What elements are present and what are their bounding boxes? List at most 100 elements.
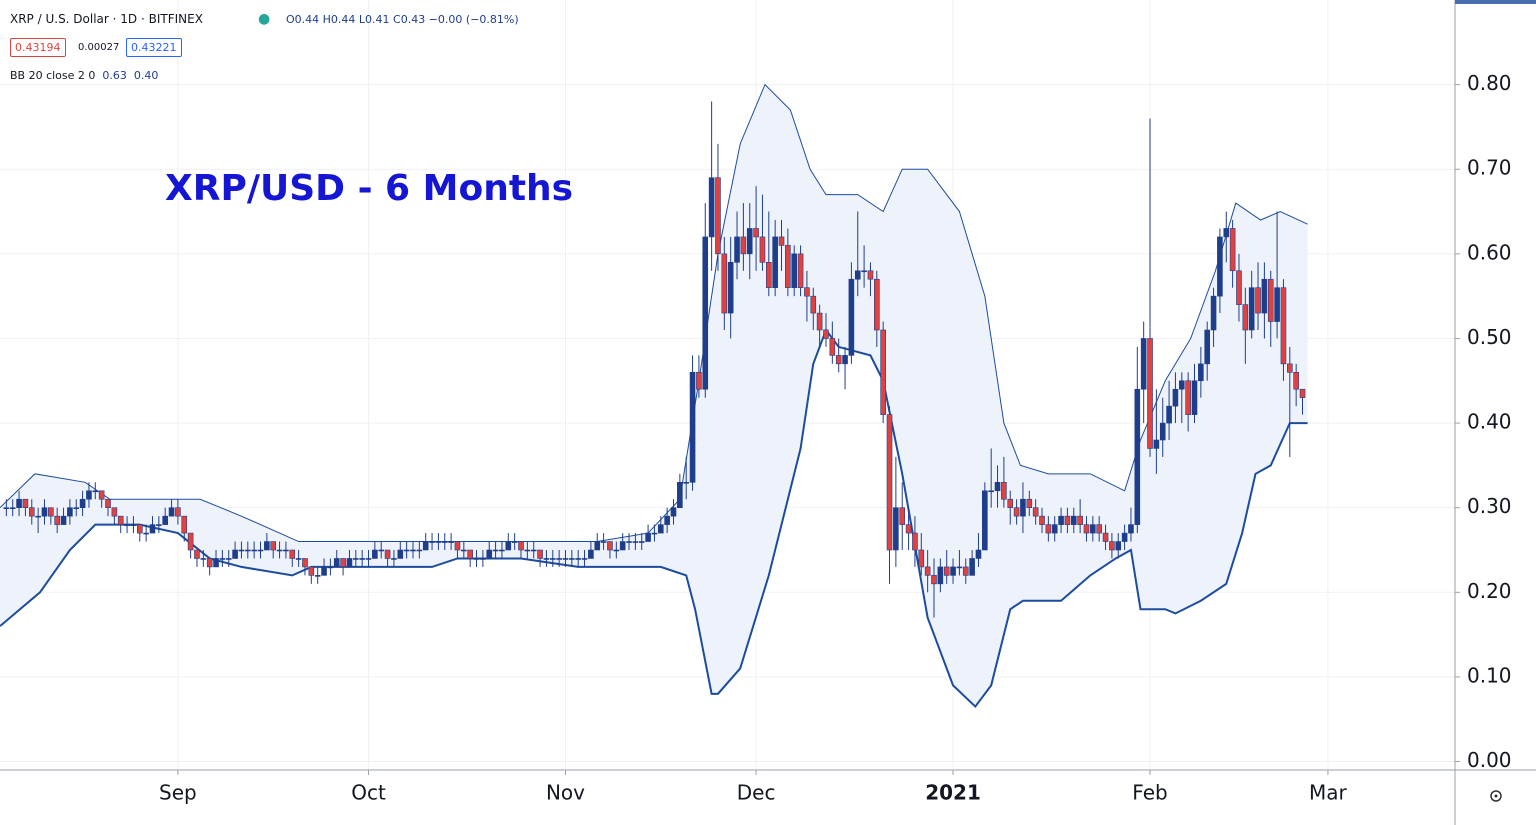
candle xyxy=(905,507,912,550)
candle xyxy=(721,236,728,330)
candle-body xyxy=(556,558,562,560)
candle xyxy=(410,541,416,559)
candle-body xyxy=(1229,228,1236,272)
candle xyxy=(734,211,740,280)
candle xyxy=(1229,220,1236,288)
candle-body xyxy=(346,558,353,568)
candle-body xyxy=(1147,338,1153,449)
candle-body xyxy=(162,515,168,525)
chart-title: XRP/USD - 6 Months xyxy=(165,168,573,209)
candle xyxy=(340,558,346,576)
candle-body xyxy=(1255,287,1261,314)
x-tick-label: Feb xyxy=(1132,781,1167,805)
candle-body xyxy=(988,490,994,493)
candle xyxy=(422,533,429,551)
candle-body xyxy=(353,558,359,560)
candle-body xyxy=(581,558,588,560)
candle xyxy=(708,101,715,271)
candle-body xyxy=(867,270,874,280)
candle xyxy=(435,533,442,550)
candle-body xyxy=(473,558,480,560)
settings-icon[interactable] xyxy=(1490,790,1502,802)
candle xyxy=(1115,533,1122,559)
candle xyxy=(92,482,99,500)
candle-body xyxy=(918,549,925,568)
indicator-upper: 0.63 xyxy=(102,69,127,82)
candle-body xyxy=(505,541,512,551)
candle-body xyxy=(1287,363,1293,373)
candle-body xyxy=(422,541,429,551)
candle-body xyxy=(753,228,759,238)
candle-body xyxy=(461,549,467,552)
candle-body xyxy=(759,236,766,263)
candle xyxy=(1248,270,1255,339)
candle xyxy=(1159,397,1166,457)
candle-body xyxy=(9,507,16,509)
candle-body xyxy=(772,236,778,288)
candle-body xyxy=(1204,329,1211,365)
candle-body xyxy=(213,558,219,568)
candle xyxy=(200,550,207,567)
candle xyxy=(67,499,73,525)
candle xyxy=(854,211,861,297)
candle-body xyxy=(340,558,346,568)
candle-body xyxy=(60,515,67,525)
candle xyxy=(9,499,16,517)
candle-body xyxy=(372,549,378,559)
candle xyxy=(569,550,575,567)
candle-body xyxy=(956,566,963,569)
candle xyxy=(772,220,778,297)
candle-body xyxy=(124,524,130,526)
candle-body xyxy=(41,507,48,517)
candle-body xyxy=(1274,287,1280,322)
candle xyxy=(257,541,264,559)
candle-body xyxy=(854,270,861,280)
candle xyxy=(295,550,302,567)
bid-box[interactable]: 0.43194 xyxy=(10,38,66,57)
candle-body xyxy=(295,558,302,560)
candle xyxy=(804,270,810,322)
candle-body xyxy=(391,558,397,560)
candle-body xyxy=(314,575,321,577)
candle xyxy=(842,346,848,390)
candle xyxy=(346,550,353,568)
candle-body xyxy=(467,549,473,559)
candle xyxy=(213,550,219,568)
candle xyxy=(1140,321,1147,424)
candle-body xyxy=(244,549,251,552)
candle xyxy=(613,541,620,559)
candle xyxy=(937,558,944,593)
candle xyxy=(264,533,270,551)
candle-body xyxy=(912,532,918,551)
ask-box[interactable]: 0.43221 xyxy=(126,38,182,57)
x-tick-label: Sep xyxy=(159,781,197,805)
candle xyxy=(270,541,277,559)
candle-body xyxy=(702,236,709,390)
candle-body xyxy=(416,549,423,552)
candle xyxy=(181,515,188,542)
candle-body xyxy=(397,549,404,559)
candle xyxy=(98,490,105,508)
candle-body xyxy=(308,566,315,576)
candle xyxy=(683,456,690,500)
candle-body xyxy=(168,507,175,517)
candle xyxy=(537,549,543,567)
candle xyxy=(130,516,137,534)
candle xyxy=(117,515,124,534)
candle-body xyxy=(1128,524,1134,534)
candle xyxy=(689,355,696,491)
x-tick-label: 2021 xyxy=(925,781,981,805)
candle-body xyxy=(111,507,118,517)
candle-body xyxy=(67,507,73,517)
candle-body xyxy=(200,558,207,560)
candle xyxy=(785,228,791,297)
candle xyxy=(619,533,626,551)
candle xyxy=(353,550,359,567)
candle xyxy=(378,541,385,559)
candle-body xyxy=(638,541,645,543)
candle-body xyxy=(982,490,988,551)
candle xyxy=(1134,346,1141,534)
candle-body xyxy=(1172,388,1179,407)
candle xyxy=(899,482,906,550)
